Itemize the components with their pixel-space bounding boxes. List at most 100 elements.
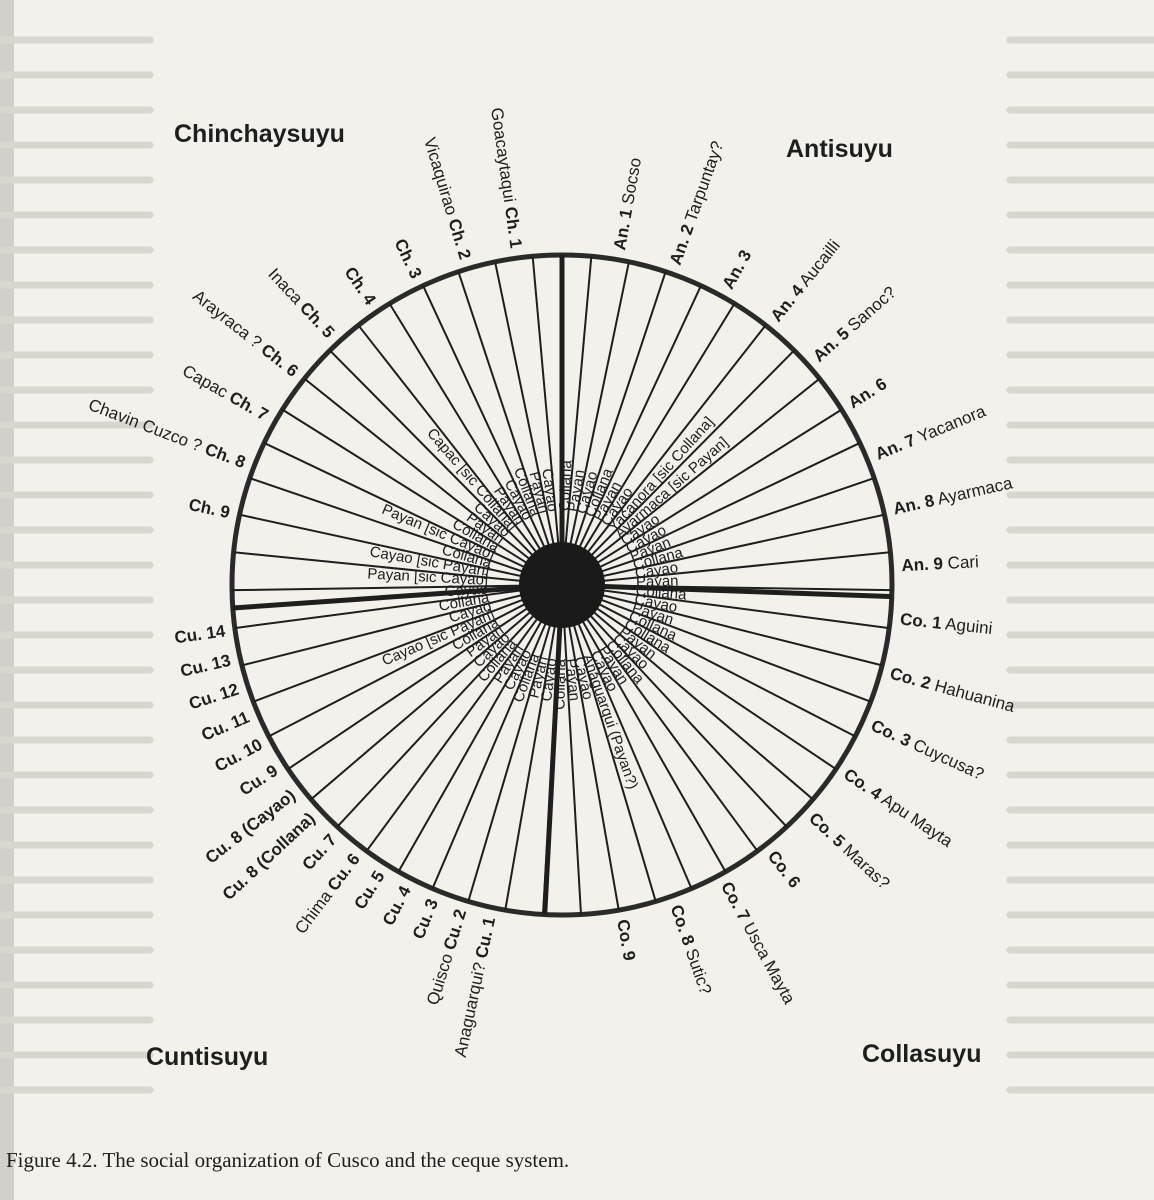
ceque-outer-label: Co. 3 Cuycusa? — [868, 716, 987, 784]
ceque-name: Usca Mayta — [737, 915, 799, 1008]
ceque-code: Co. 2 — [888, 664, 933, 693]
ceque-line — [564, 256, 593, 545]
ceque-outer-label: Cu. 3 — [409, 896, 442, 942]
ceque-name: Sanoc? — [841, 283, 900, 339]
ceque-line — [494, 261, 555, 546]
ceque-line — [467, 624, 552, 902]
ceque-outer-label: An. 5 Sanoc? — [810, 283, 900, 366]
ceque-code: Cu. 9 — [236, 761, 281, 800]
ceque-group-label: Cayao — [538, 657, 560, 702]
ceque-outer-label: Arayraca ? Ch. 6 — [189, 287, 302, 382]
ceque-code: Cu. 14 — [173, 622, 227, 648]
quarter-label-antisuyu: Antisuyu — [786, 135, 893, 163]
ceque-line — [239, 513, 523, 578]
ceque-line — [563, 625, 582, 915]
ceque-code: Cu. 8 (Cayao) — [202, 786, 299, 868]
ceque-line — [252, 598, 525, 703]
ceque-line — [593, 377, 821, 561]
ceque-group-label: Payan — [565, 468, 589, 513]
ceque-name: Aucailli — [793, 236, 844, 293]
ceque-line — [602, 584, 892, 592]
ceque-code: Cu. 4 — [379, 883, 415, 929]
ceque-line — [357, 324, 538, 554]
ceque-outer-label: An. 1 Socso — [611, 156, 646, 251]
ceque-line — [577, 622, 693, 889]
ceque-code: Cu. 11 — [199, 708, 253, 745]
ceque-line — [601, 594, 883, 667]
figure-caption: Figure 4.2. The social organization of C… — [6, 1148, 570, 1172]
ceque-outer-label: Goacaytaqui Ch. 1 — [487, 106, 526, 249]
ceque-outer-label: Co. 8 Sutic? — [666, 903, 715, 998]
ceque-group-label: Cayao — [444, 581, 488, 601]
ceque-name: Cuycusa? — [906, 734, 987, 785]
ceque-line — [573, 271, 667, 547]
ceque-line — [582, 303, 736, 551]
ceque-code: Co. 9 — [613, 918, 639, 962]
ceque-line — [596, 408, 843, 565]
ceque-line — [232, 584, 522, 592]
ceque-name: Quisco — [424, 951, 458, 1007]
ceque-name: Socso — [618, 156, 646, 210]
ceque-name: Ayarmaca — [932, 474, 1015, 510]
ceque-line — [601, 513, 885, 578]
ceque-code: Co. 6 — [763, 847, 803, 892]
ceque-line — [234, 589, 522, 630]
ceque-group-label: Payan [sic Cayao] — [367, 565, 489, 589]
ceque-outer-label: Cu. 12 — [187, 680, 241, 714]
ceque-outer-label: Co. 9 — [613, 918, 639, 962]
ceque-outer-label: An. 7 Yacanora — [873, 402, 989, 464]
ceque-code: An. 3 — [719, 247, 756, 293]
ceque-outer-label: Co. 6 — [763, 847, 803, 892]
quarter-label-chinchaysuyu: Chinchaysuyu — [174, 120, 345, 148]
ceque-name: Yacanora — [911, 402, 989, 449]
ceque-outer-label: Co. 4 Apu Mayta — [840, 765, 956, 852]
ceque-line — [310, 610, 532, 801]
ceque-code: Cu. 1 — [471, 915, 499, 964]
ceque-line — [600, 477, 875, 573]
ceque-line — [602, 589, 890, 630]
ceque-name: Chavin Cuzco ? — [86, 396, 205, 456]
ceque-outer-label: An. 8 Ayarmaca — [892, 474, 1015, 519]
ceque-line — [263, 442, 526, 569]
ceque-line — [581, 620, 727, 873]
ceque-code: An. 6 — [845, 375, 890, 413]
ceque-code: Ch. 2 — [443, 212, 475, 262]
ceque-line — [598, 442, 861, 569]
ceque-name: Arayraca ? — [189, 287, 265, 353]
ceque-name: Capac — [179, 361, 232, 402]
ceque-outer-label: Cu. 14 — [173, 622, 227, 648]
ceque-group-label: Cayao — [634, 559, 679, 582]
ceque-line — [542, 625, 561, 915]
ceque-line — [572, 624, 657, 902]
ceque-line — [388, 303, 542, 551]
quarter-label-cuntisuyu: Cuntisuyu — [146, 1043, 268, 1071]
ceque-name: Aguini — [941, 614, 994, 638]
ceque-line — [281, 408, 528, 565]
ceque-name: Vicaquirao — [420, 135, 461, 217]
ceque-code: Cu. 12 — [187, 680, 241, 714]
ceque-code: Co. 1 — [899, 610, 942, 633]
ceque-line — [431, 622, 547, 889]
ceque-code: Cu. 2 — [439, 907, 471, 957]
ceque-code: An. 2 — [666, 222, 698, 268]
ceque-line — [590, 349, 795, 557]
ceque-line — [592, 610, 814, 801]
ceque-code: Cu. 5 — [351, 868, 389, 913]
ceque-code: Ch. 3 — [390, 236, 425, 282]
ceque-line — [589, 614, 788, 828]
ceque-group-label: Payan — [562, 658, 583, 702]
ceque-line — [287, 607, 529, 770]
ceque-line — [531, 256, 560, 545]
quarter-boundary-line — [232, 585, 524, 611]
ceque-code: An. 9 — [901, 555, 943, 576]
ceque-outer-label: Vicaquirao Ch. 2 — [420, 135, 475, 261]
ceque-line — [233, 551, 522, 582]
ceque-line — [595, 607, 837, 770]
ceque-outer-label: An. 2 Tarpuntay? — [666, 139, 728, 268]
ceque-outer-label: An. 9 Cari — [901, 553, 979, 576]
ceque-line — [241, 594, 523, 667]
quarter-boundary-line — [600, 583, 892, 600]
ceque-outer-label: Cu. 4 — [379, 883, 415, 929]
ceque-code: An. 7 — [873, 431, 919, 464]
